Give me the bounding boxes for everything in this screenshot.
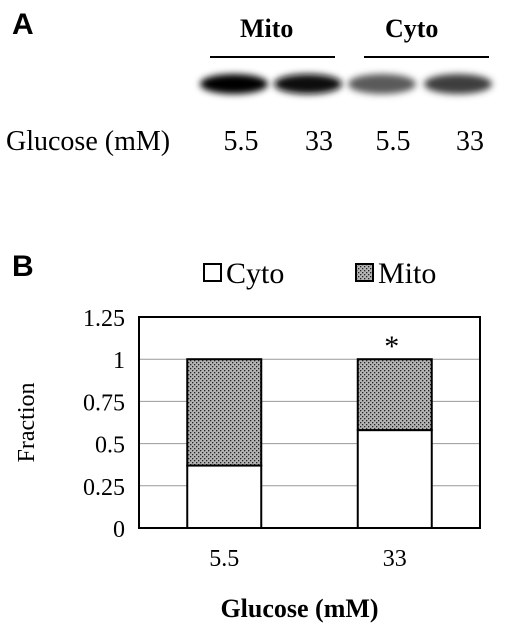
blot-band bbox=[274, 74, 342, 94]
western-blot bbox=[200, 74, 492, 94]
panel-a-letter: A bbox=[12, 8, 34, 41]
cyto-group-rule bbox=[364, 56, 489, 58]
legend-label-mito: Mito bbox=[378, 257, 436, 290]
y-tick-label: 0.5 bbox=[95, 433, 125, 459]
blot-band bbox=[424, 74, 492, 94]
y-tick-label: 0 bbox=[113, 517, 125, 543]
x-axis-title: Glucose (mM) bbox=[220, 594, 378, 623]
bar-segment-cyto bbox=[356, 429, 433, 529]
y-axis-title: Fraction bbox=[14, 383, 40, 463]
x-tick-label: 5.5 bbox=[209, 546, 239, 572]
legend-swatch-mito bbox=[355, 263, 374, 282]
mito-group-rule bbox=[210, 56, 335, 58]
y-tick-label: 1.25 bbox=[83, 306, 125, 332]
lane-label: 33 bbox=[305, 126, 333, 157]
significance-asterisk: * bbox=[384, 330, 399, 363]
legend-label-cyto: Cyto bbox=[226, 257, 284, 290]
bar-segment-cyto bbox=[186, 464, 263, 530]
y-tick-label: 0.75 bbox=[83, 390, 125, 416]
lane-label: 5.5 bbox=[223, 126, 259, 157]
bar-segment-mito bbox=[186, 358, 263, 467]
blot-group-label-mito: Mito bbox=[240, 14, 294, 43]
lane-label: 33 bbox=[456, 126, 484, 157]
bar-segment-mito bbox=[356, 358, 433, 432]
legend-swatch-cyto bbox=[203, 263, 222, 282]
blot-group-label-cyto: Cyto bbox=[385, 14, 439, 43]
blot-band bbox=[200, 74, 268, 94]
stacked-bar-chart: Cyto Mito 0 0.25 0.5 0.75 1 1.25 5.5 33 * Glucose … bbox=[14, 257, 481, 623]
lane-label: 5.5 bbox=[375, 126, 411, 157]
x-tick-label: 33 bbox=[383, 546, 407, 572]
y-tick-label: 1 bbox=[113, 348, 125, 374]
blot-band bbox=[348, 74, 416, 94]
glucose-row-label: Glucose (mM) bbox=[6, 126, 171, 157]
y-tick-label: 0.25 bbox=[83, 475, 125, 501]
panel-b-letter: B bbox=[12, 250, 34, 283]
plot-frame bbox=[138, 316, 481, 529]
